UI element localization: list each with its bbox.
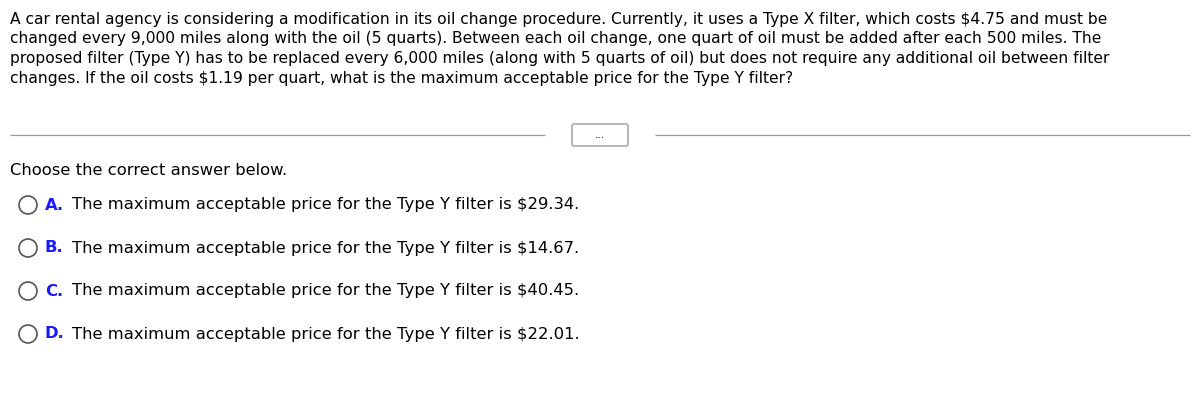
Text: ...: ... xyxy=(595,130,605,140)
Text: The maximum acceptable price for the Type Y filter is $29.34.: The maximum acceptable price for the Typ… xyxy=(72,198,580,213)
Text: D.: D. xyxy=(46,326,65,341)
Text: The maximum acceptable price for the Type Y filter is $14.67.: The maximum acceptable price for the Typ… xyxy=(72,241,580,256)
Text: The maximum acceptable price for the Type Y filter is $22.01.: The maximum acceptable price for the Typ… xyxy=(72,326,580,341)
Text: B.: B. xyxy=(46,241,64,256)
Text: The maximum acceptable price for the Type Y filter is $40.45.: The maximum acceptable price for the Typ… xyxy=(72,284,580,298)
Text: changes. If the oil costs $1.19 per quart, what is the maximum acceptable price : changes. If the oil costs $1.19 per quar… xyxy=(10,70,793,85)
Text: proposed filter (Type Y) has to be replaced every 6,000 miles (along with 5 quar: proposed filter (Type Y) has to be repla… xyxy=(10,51,1109,66)
Text: C.: C. xyxy=(46,284,64,298)
FancyBboxPatch shape xyxy=(572,124,628,146)
Text: Choose the correct answer below.: Choose the correct answer below. xyxy=(10,163,287,178)
Text: changed every 9,000 miles along with the oil (5 quarts). Between each oil change: changed every 9,000 miles along with the… xyxy=(10,32,1102,47)
Text: A car rental agency is considering a modification in its oil change procedure. C: A car rental agency is considering a mod… xyxy=(10,12,1108,27)
Text: A.: A. xyxy=(46,198,64,213)
